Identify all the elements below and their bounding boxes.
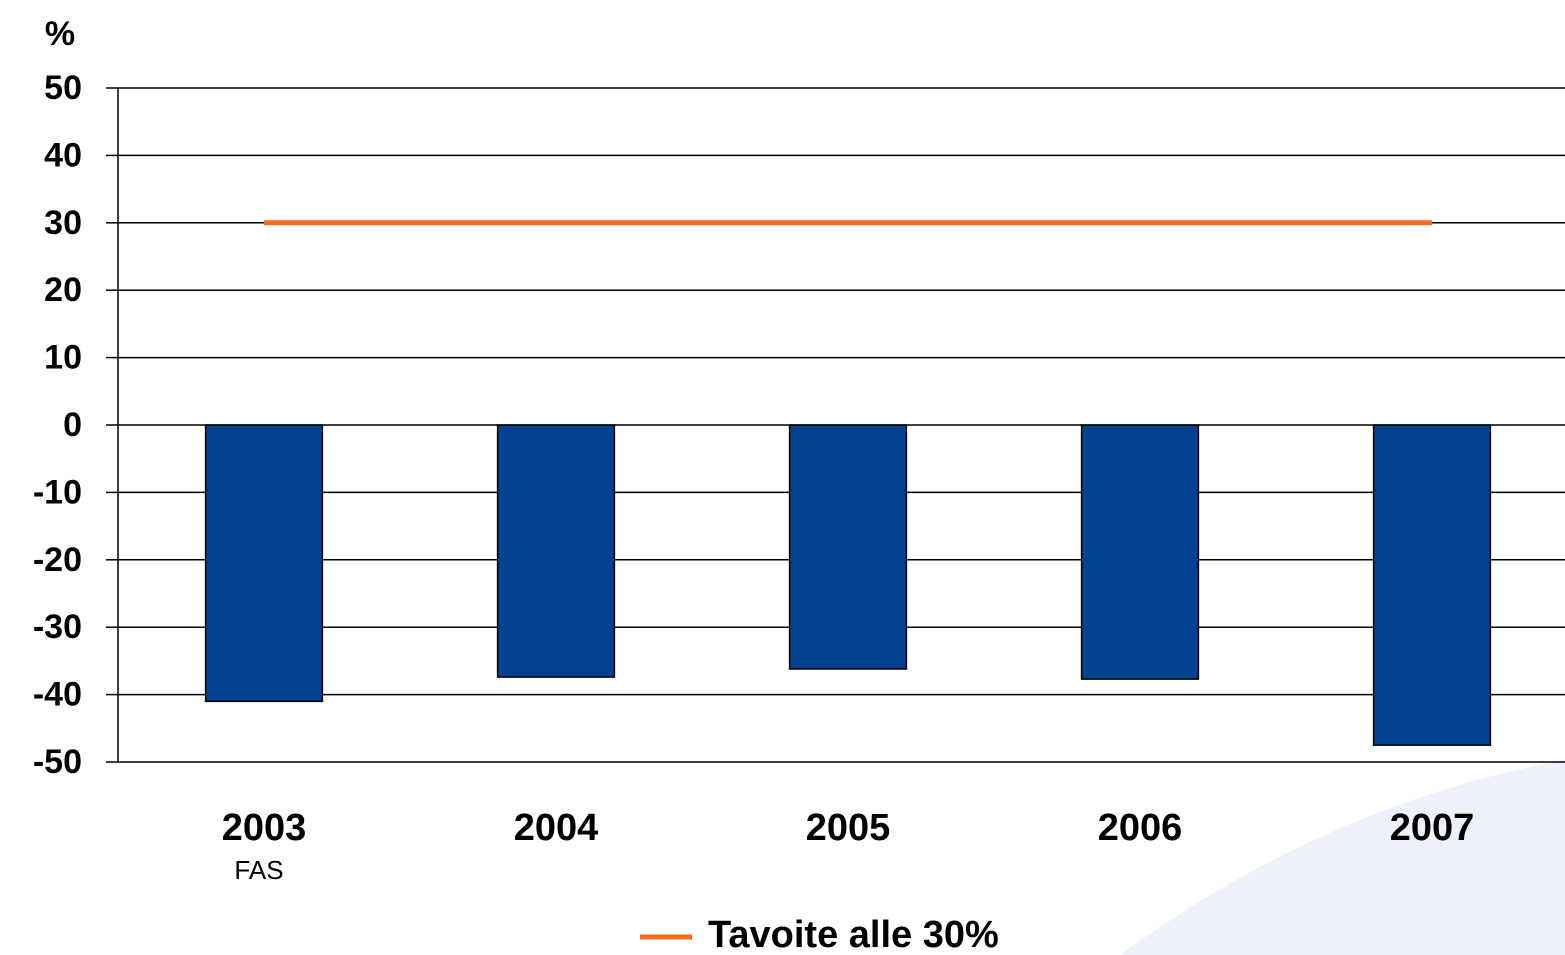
x-tick-label: 2005 xyxy=(806,807,891,849)
bar xyxy=(496,424,616,678)
background-swoosh xyxy=(1120,760,1565,955)
bar xyxy=(1372,424,1492,746)
x-tick-label: 2006 xyxy=(1098,807,1183,849)
y-tick-label: -30 xyxy=(33,608,82,646)
legend-label: Tavoite alle 30% xyxy=(708,914,999,955)
y-tick-label: 0 xyxy=(63,406,82,444)
y-tick-label: -20 xyxy=(33,541,82,579)
y-tick-label: 40 xyxy=(44,136,82,174)
x-tick-label: 2004 xyxy=(514,807,599,849)
y-tick-label: 30 xyxy=(44,204,82,242)
y-axis-label: % xyxy=(45,15,75,53)
x-tick-sublabel: FAS xyxy=(234,855,283,885)
y-tick-label: -50 xyxy=(33,743,82,781)
y-tick-label: 50 xyxy=(44,69,82,107)
y-tick-label: -40 xyxy=(33,676,82,714)
y-tick-label: 10 xyxy=(44,339,82,377)
x-tick-label: 2003 xyxy=(222,807,307,849)
bar xyxy=(204,424,324,703)
y-tick-label: -10 xyxy=(33,473,82,511)
y-tick-label: 20 xyxy=(44,271,82,309)
bar xyxy=(788,424,908,670)
bar xyxy=(1080,424,1200,680)
x-tick-label: 2007 xyxy=(1390,807,1475,849)
